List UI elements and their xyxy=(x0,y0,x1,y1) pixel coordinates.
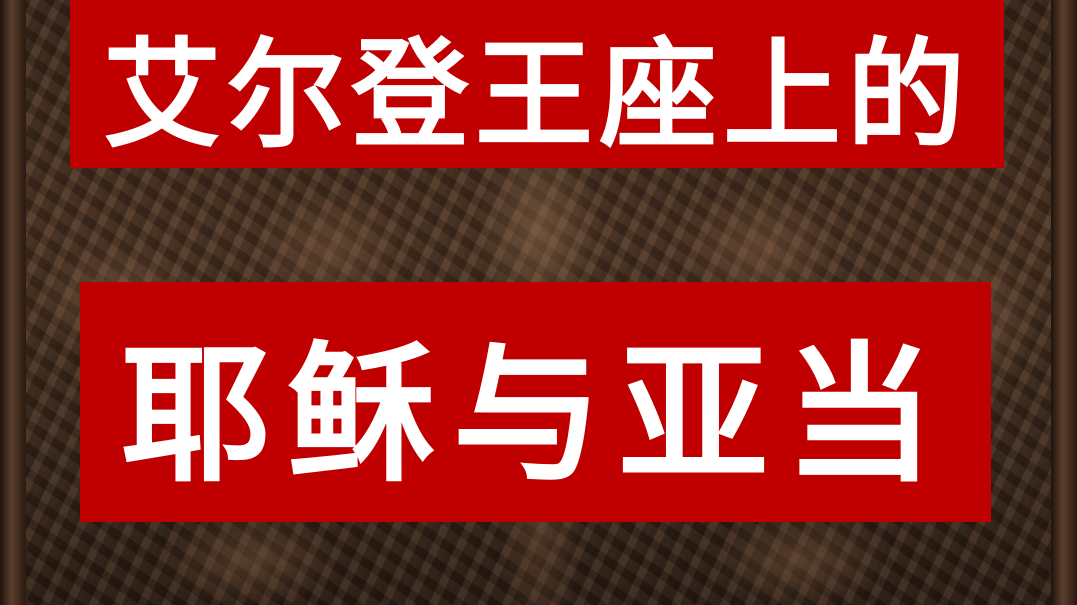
right-frame-edge xyxy=(1051,0,1077,605)
title-line-1: 艾尔登王座上的 xyxy=(102,25,971,164)
left-frame-edge xyxy=(0,0,26,605)
title-banner-bottom: 耶稣与亚当 xyxy=(80,282,991,522)
title-banner-top: 艾尔登王座上的 xyxy=(70,0,1004,168)
title-line-2: 耶稣与亚当 xyxy=(120,328,951,503)
